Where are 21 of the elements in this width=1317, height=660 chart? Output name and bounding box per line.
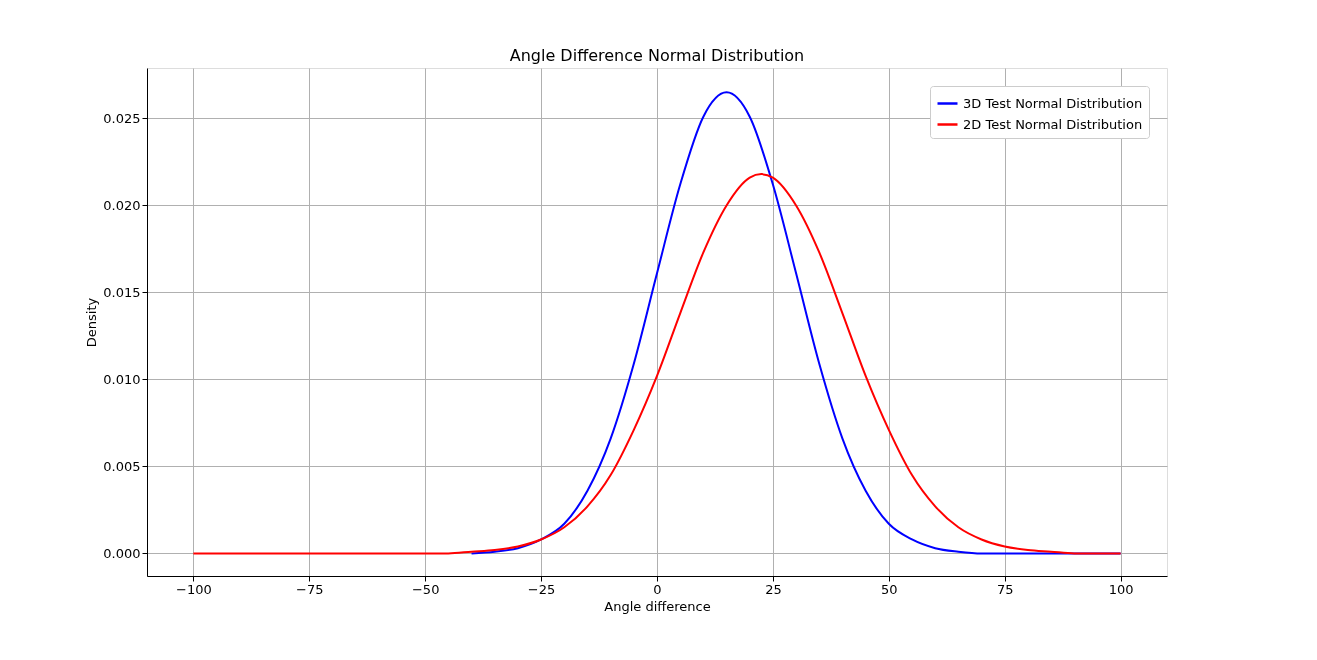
line-series (192, 173, 1122, 555)
x-tick-label: −25 (527, 581, 556, 597)
chart-title: Angle Difference Normal Distribution (509, 46, 805, 65)
y-tick-label: 0.005 (103, 458, 141, 474)
x-tick-label: −75 (296, 581, 324, 597)
y-axis-title: Density (84, 297, 100, 348)
y-tick-label: 0.015 (103, 284, 141, 300)
x-tick-label: 0 (653, 581, 662, 597)
x-tick-label: 75 (996, 581, 1014, 597)
x-tick-label: 50 (881, 581, 898, 597)
y-tick-label: 0.010 (103, 371, 141, 387)
x-axis-title: Angle difference (604, 598, 711, 614)
y-tick-label: 0.020 (103, 197, 141, 213)
x-tick-label: 25 (765, 581, 782, 597)
x-tick-label: −100 (176, 581, 212, 597)
legend-label: 2D Test Normal Distribution (963, 116, 1143, 132)
x-tick-label: −50 (411, 581, 440, 597)
x-tick-label: 100 (1108, 581, 1134, 597)
y-tick-label: 0.025 (103, 110, 141, 126)
y-tick-label: 0.000 (103, 545, 141, 561)
legend-label: 3D Test Normal Distribution (963, 95, 1143, 111)
